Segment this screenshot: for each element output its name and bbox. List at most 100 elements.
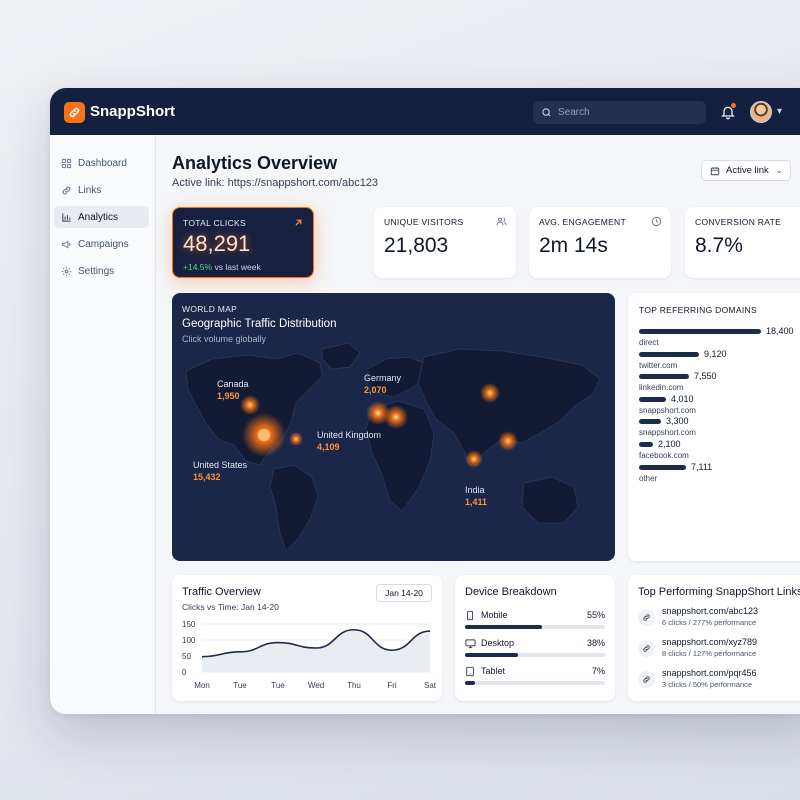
sidebar-item-dashboard[interactable]: Dashboard	[54, 152, 149, 174]
link-icon	[638, 609, 655, 626]
link-icon	[638, 671, 655, 688]
asia-shape	[417, 348, 601, 470]
search-box[interactable]	[533, 101, 706, 124]
top-link-url[interactable]: snappshort.com/pqr456	[662, 668, 757, 678]
referring-domain-name: other	[639, 473, 658, 483]
device-bar-track	[465, 625, 605, 629]
clock-icon	[651, 216, 662, 227]
arrow-up-right-icon	[295, 219, 302, 226]
x-tick-label: Tue	[271, 681, 285, 690]
x-tick-label: Wed	[308, 681, 324, 690]
kpi-value: 8.7%	[695, 234, 743, 257]
x-tick-label: Sat	[424, 681, 437, 690]
active-link-select-label: Active link	[726, 165, 769, 176]
search-input[interactable]	[558, 107, 688, 118]
referring-domain-bar	[639, 419, 661, 425]
sidebar-item-campaigns[interactable]: Campaigns	[54, 233, 149, 255]
device-bar-fill	[465, 681, 475, 685]
top-link-row[interactable]: snappshort.com/xyz789 8 clicks / 127% per…	[638, 637, 800, 665]
device-row-tablet[interactable]: Tablet 7%	[465, 666, 605, 692]
device-row-desktop[interactable]: Desktop 38%	[465, 638, 605, 664]
referring-domain-name: snappshort.com	[639, 428, 696, 438]
traffic-subtitle: Clicks vs Time: Jan 14-20	[182, 602, 279, 612]
referring-domain-bar	[639, 442, 653, 447]
map-label-united-kingdom[interactable]: United Kingdom 4,109	[317, 429, 381, 453]
calendar-icon	[710, 166, 720, 175]
brand-name[interactable]: SnappShort	[90, 103, 175, 120]
sidebar-item-links[interactable]: Links	[54, 179, 149, 201]
referring-domain-value: 3,300	[666, 416, 689, 427]
device-row-mobile[interactable]: Mobile 55%	[465, 610, 605, 636]
city-value: 1,950	[217, 391, 240, 401]
active-link-select[interactable]: Active link ⌄	[701, 160, 791, 181]
world-map[interactable]	[172, 293, 615, 561]
gear-icon	[61, 266, 72, 276]
kpi-total-clicks[interactable]: TOTAL CLICKS 48,291 +14.5% vs last week	[172, 207, 314, 278]
app-window: SnappShort ▾ Dashboard Links Analytics C…	[50, 88, 800, 714]
kpi-conversion-rate[interactable]: CONVERSION RATE 8.7%	[685, 207, 800, 278]
device-pct: 7%	[591, 666, 605, 676]
sidebar-item-label: Links	[78, 184, 102, 196]
referring-domains-card: TOP REFERRING DOMAINS 18,400 direct 9,120 t…	[628, 293, 800, 561]
traffic-chart[interactable]: 0 50 100 150 Mon Tue Tue Wed Thu Fri Sat	[172, 575, 442, 701]
page-title: Analytics Overview	[172, 153, 338, 173]
kpi-unique-visitors[interactable]: UNIQUE VISITORS 21,803	[374, 207, 516, 278]
traffic-hotspots	[240, 383, 518, 468]
sidebar-item-settings[interactable]: Settings	[54, 260, 149, 282]
australia-shape	[521, 476, 579, 524]
referring-domain-bar	[639, 329, 761, 334]
x-tick-label: Mon	[194, 681, 210, 690]
date-range-button[interactable]: Jan 14-20	[376, 584, 432, 602]
referring-domain-bar	[639, 351, 699, 357]
city-name: United Kingdom	[317, 430, 382, 440]
link-icon	[62, 186, 71, 194]
top-links-title: Top Performing SnappShort Links	[638, 586, 800, 598]
kpi-value: 48,291	[183, 231, 251, 256]
x-tick-label: Fri	[387, 681, 397, 690]
map-label-canada[interactable]: Canada 1,950	[217, 378, 249, 402]
bar-chart-icon	[62, 212, 71, 222]
city-name: United States	[193, 460, 248, 470]
top-link-url[interactable]: snappshort.com/abc123	[662, 606, 759, 616]
referring-domains-title: TOP REFERRING DOMAINS	[639, 305, 757, 315]
device-bar-fill	[465, 653, 519, 657]
kpi-avg-engagement[interactable]: AVG. ENGAGEMENT 2m 14s	[529, 207, 671, 278]
device-bar-track	[465, 681, 605, 685]
city-value: 4,109	[317, 442, 340, 452]
referring-domain-bar	[639, 396, 666, 402]
top-link-stats: 6 clicks / 277% performance	[662, 618, 757, 627]
hotspot-us-east	[289, 432, 303, 446]
top-link-row[interactable]: snappshort.com/abc123 6 clicks / 277% per…	[638, 606, 800, 634]
device-name: Mobile	[481, 610, 508, 620]
notification-dot	[731, 103, 736, 108]
map-label-united-states[interactable]: United States 15,432	[193, 459, 247, 483]
top-link-row[interactable]: snappshort.com/pqr456 3 clicks / 50% perf…	[638, 668, 800, 696]
map-label-germany[interactable]: Germany 2,070	[364, 372, 401, 396]
sidebar-item-label: Settings	[78, 265, 115, 277]
referring-domain-name: snappshort.com	[639, 405, 696, 415]
chevron-down-icon[interactable]: ▾	[777, 106, 783, 117]
kpi-value: 2m 14s	[539, 234, 608, 257]
sidebar-item-analytics[interactable]: Analytics	[54, 206, 149, 228]
y-tick-label: 50	[182, 652, 191, 661]
y-tick-label: 100	[182, 636, 196, 645]
map-label-india[interactable]: India 1,411	[465, 484, 487, 508]
world-map-card: WORLD MAP Geographic Traffic Distributio…	[172, 293, 615, 561]
y-tick-label: 150	[182, 620, 196, 629]
x-tick-label: Tue	[233, 681, 247, 690]
hotspot-united-kingdom	[366, 401, 390, 425]
users-icon	[496, 217, 507, 226]
sidebar: Dashboard Links Analytics Campaigns Sett…	[50, 135, 156, 714]
avatar[interactable]	[750, 101, 772, 123]
bell-icon[interactable]	[720, 104, 736, 120]
kpi-delta-value: +14.5%	[183, 262, 213, 272]
top-links-card: Top Performing SnappShort Links snappsho…	[628, 575, 800, 701]
referring-domain-name: direct	[639, 338, 659, 347]
chevron-down-icon: ⌄	[775, 166, 783, 175]
device-bar-track	[465, 653, 605, 657]
top-link-url[interactable]: snappshort.com/xyz789	[662, 637, 758, 647]
referring-domain-value: 7,550	[694, 371, 717, 382]
brand-logo-icon[interactable]	[64, 102, 85, 123]
hotspot-united-states-core	[258, 429, 270, 441]
referring-domain-name: twitter.com	[639, 360, 678, 370]
